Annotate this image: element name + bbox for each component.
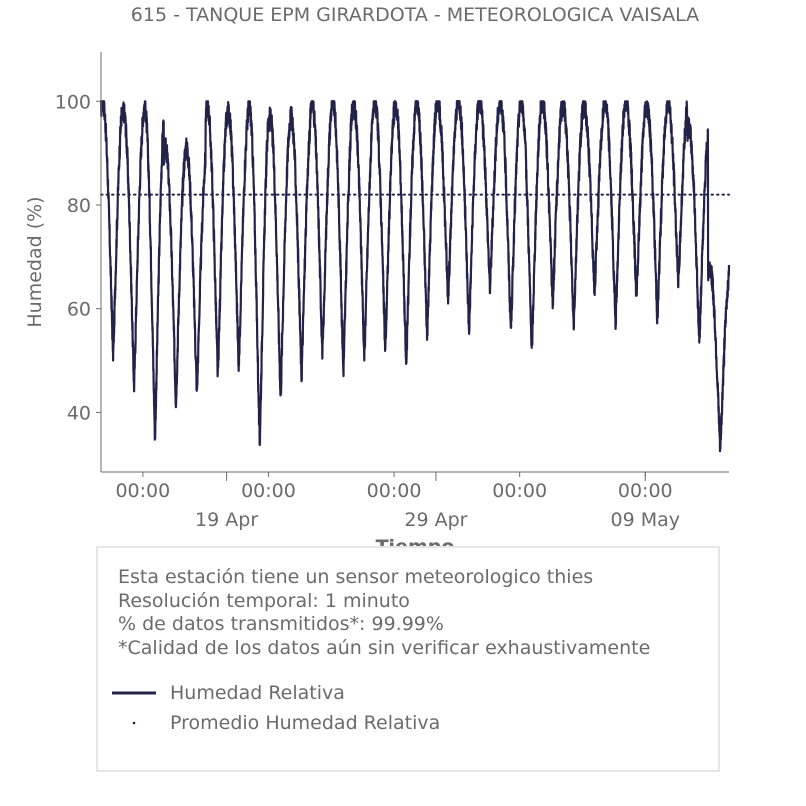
chart: 615 - TANQUE EPM GIRARDOTA - METEOROLOGI… bbox=[24, 4, 731, 546]
x-minor-tick-label-2: 00:00 bbox=[367, 480, 422, 502]
legend-label-promedio: Promedio Humedad Relativa bbox=[170, 712, 441, 734]
x-major-tick-label-2: 09 May bbox=[611, 509, 681, 531]
x-minor-tick-label-4: 00:00 bbox=[618, 480, 673, 502]
x-major-tick-label-0: 19 Apr bbox=[195, 509, 258, 531]
series-humedad-relativa-line bbox=[99, 100, 731, 453]
y-tick-label-40: 40 bbox=[67, 402, 91, 424]
x-minor-tick-label-0: 00:00 bbox=[115, 480, 170, 502]
y-tick-label-100: 100 bbox=[55, 91, 91, 113]
x-axis-label: Tiempo bbox=[376, 536, 455, 546]
legend-label-humedad: Humedad Relativa bbox=[170, 682, 345, 704]
y-tick-label-60: 60 bbox=[67, 299, 91, 321]
legend-notes: Esta estación tiene un sensor meteorolog… bbox=[118, 566, 650, 660]
x-minor-tick-label-1: 00:00 bbox=[241, 480, 296, 502]
y-tick-label-80: 80 bbox=[67, 195, 91, 217]
legend: Esta estación tiene un sensor meteorolog… bbox=[96, 546, 720, 772]
legend-swatch-dotted bbox=[132, 721, 136, 725]
x-major-tick-label-1: 29 Apr bbox=[404, 509, 467, 531]
x-minor-tick-label-3: 00:00 bbox=[492, 480, 547, 502]
legend-swatch-solid bbox=[112, 691, 156, 695]
y-ticks: 40 60 80 100 bbox=[55, 91, 101, 424]
x-ticks: 00:00 00:00 00:00 00:00 00:00 19 Apr 29 Apr 09 … bbox=[115, 472, 680, 531]
note-quality: *Calidad de los datos aún sin verificar … bbox=[118, 636, 651, 659]
y-axis-label: Humedad (%) bbox=[24, 196, 46, 327]
series-layer bbox=[99, 100, 731, 453]
note-sensor: Esta estación tiene un sensor meteorolog… bbox=[118, 566, 594, 588]
note-transmitted: % de datos transmitidos*: 99.99% bbox=[118, 613, 444, 635]
chart-title: 615 - TANQUE EPM GIRARDOTA - METEOROLOGI… bbox=[131, 4, 699, 26]
note-resolution: Resolución temporal: 1 minuto bbox=[118, 589, 410, 612]
